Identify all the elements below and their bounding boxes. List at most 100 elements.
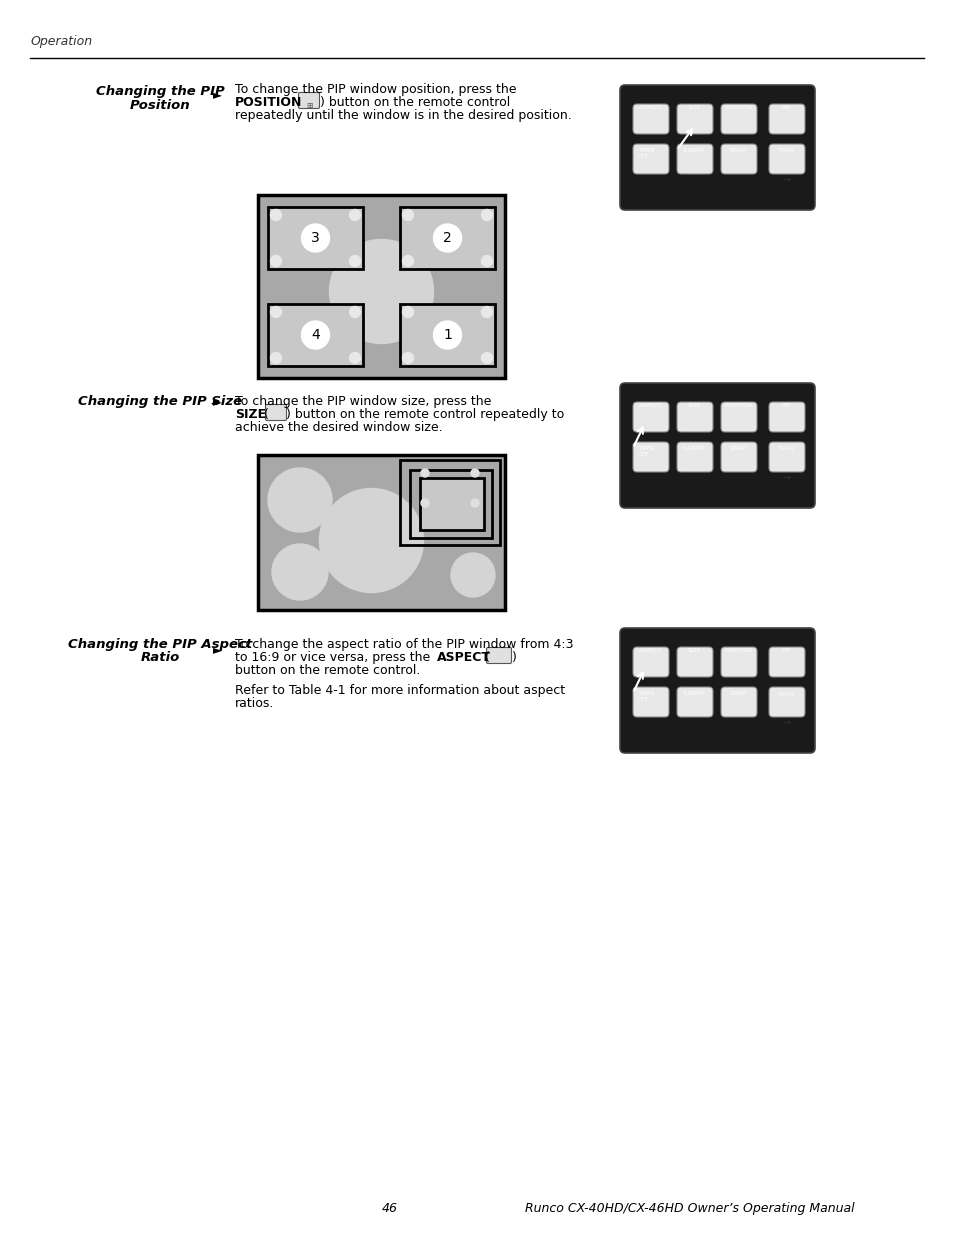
Text: POSITION: POSITION — [234, 96, 302, 109]
Text: Changing the PIP Aspect: Changing the PIP Aspect — [68, 638, 252, 651]
FancyBboxPatch shape — [633, 104, 668, 135]
Text: PIP: PIP — [781, 403, 790, 408]
Circle shape — [349, 306, 360, 317]
Circle shape — [271, 256, 281, 267]
FancyBboxPatch shape — [768, 104, 804, 135]
Text: button on the remote control.: button on the remote control. — [234, 664, 420, 677]
FancyBboxPatch shape — [633, 687, 668, 718]
Text: 46: 46 — [381, 1202, 397, 1215]
FancyBboxPatch shape — [619, 85, 814, 210]
Circle shape — [349, 352, 360, 363]
Text: ⊞: ⊞ — [306, 101, 312, 110]
Text: ASPECT: ASPECT — [436, 651, 491, 664]
FancyBboxPatch shape — [768, 647, 804, 677]
Circle shape — [402, 352, 413, 363]
FancyBboxPatch shape — [633, 442, 668, 472]
FancyBboxPatch shape — [768, 144, 804, 174]
Text: ratios.: ratios. — [234, 697, 274, 710]
Text: ►: ► — [213, 88, 222, 101]
Text: (: ( — [484, 651, 489, 664]
FancyBboxPatch shape — [720, 104, 757, 135]
Text: 2: 2 — [442, 231, 452, 245]
Circle shape — [268, 468, 332, 532]
Text: Refer to Table 4-1 for more information about aspect: Refer to Table 4-1 for more information … — [234, 684, 564, 697]
Circle shape — [433, 321, 461, 350]
Circle shape — [481, 210, 492, 221]
Bar — [419, 478, 483, 530]
Text: Position: Position — [130, 99, 190, 112]
FancyBboxPatch shape — [677, 403, 712, 432]
Text: to 16:9 or vice versa, press the: to 16:9 or vice versa, press the — [234, 651, 430, 664]
FancyBboxPatch shape — [633, 144, 668, 174]
FancyBboxPatch shape — [677, 442, 712, 472]
FancyBboxPatch shape — [486, 647, 511, 663]
Circle shape — [271, 306, 281, 317]
Circle shape — [349, 256, 360, 267]
Text: SIZE: SIZE — [687, 105, 700, 110]
Text: Runco CX-40HD/CX-46HD Owner’s Operating Manual: Runco CX-40HD/CX-46HD Owner’s Operating … — [525, 1202, 854, 1215]
Text: SIZE: SIZE — [687, 648, 700, 653]
Text: 4: 4 — [311, 329, 319, 342]
Text: ►: ► — [213, 643, 222, 656]
Text: →: → — [782, 473, 790, 483]
Text: Ratio: Ratio — [140, 651, 179, 664]
Text: POSITION: POSITION — [723, 105, 751, 110]
Circle shape — [402, 256, 413, 267]
Text: TIMER
OFF: TIMER OFF — [639, 148, 655, 159]
Text: repeatedly until the window is in the desired position.: repeatedly until the window is in the de… — [234, 109, 571, 122]
Text: S.SWAP: S.SWAP — [682, 446, 704, 451]
Text: PIP: PIP — [781, 105, 790, 110]
FancyBboxPatch shape — [720, 687, 757, 718]
Circle shape — [272, 543, 328, 600]
Text: PIP: PIP — [781, 648, 790, 653]
Bar — [268, 304, 363, 366]
Circle shape — [451, 553, 495, 597]
Text: SWAP: SWAP — [729, 692, 745, 697]
FancyBboxPatch shape — [633, 647, 668, 677]
FancyBboxPatch shape — [677, 647, 712, 677]
Text: →: → — [782, 175, 790, 185]
Text: Changing the PIP Size: Changing the PIP Size — [78, 395, 242, 408]
Text: ): ) — [512, 651, 517, 664]
FancyBboxPatch shape — [677, 144, 712, 174]
FancyBboxPatch shape — [768, 403, 804, 432]
Text: POSITION: POSITION — [723, 403, 751, 408]
Text: To change the aspect ratio of the PIP window from 4:3: To change the aspect ratio of the PIP wi… — [234, 638, 573, 651]
FancyBboxPatch shape — [298, 93, 319, 109]
Bar — [268, 207, 363, 269]
FancyBboxPatch shape — [768, 687, 804, 718]
FancyBboxPatch shape — [720, 403, 757, 432]
Bar — [257, 195, 504, 378]
Circle shape — [271, 210, 281, 221]
Text: TV/AV: TV/AV — [777, 446, 794, 451]
Circle shape — [481, 306, 492, 317]
Circle shape — [301, 321, 329, 350]
Text: 1: 1 — [442, 329, 452, 342]
FancyBboxPatch shape — [677, 687, 712, 718]
Text: 3: 3 — [311, 231, 319, 245]
Circle shape — [349, 210, 360, 221]
Text: SIZE: SIZE — [687, 403, 700, 408]
FancyBboxPatch shape — [265, 405, 286, 420]
Circle shape — [471, 499, 478, 508]
Text: To change the PIP window position, press the: To change the PIP window position, press… — [234, 83, 516, 96]
Circle shape — [402, 210, 413, 221]
FancyBboxPatch shape — [619, 383, 814, 508]
Text: S.SWAP: S.SWAP — [682, 692, 704, 697]
FancyBboxPatch shape — [677, 104, 712, 135]
Text: SWAP: SWAP — [729, 148, 745, 153]
Text: TV/AV: TV/AV — [777, 148, 794, 153]
Text: ASPECT: ASPECT — [638, 648, 660, 653]
Circle shape — [471, 469, 478, 477]
Text: →: → — [782, 718, 790, 727]
Bar — [257, 454, 504, 610]
Text: TV/AV: TV/AV — [777, 692, 794, 697]
Circle shape — [329, 240, 433, 343]
Circle shape — [481, 352, 492, 363]
Text: TIMER
OFF: TIMER OFF — [639, 692, 655, 701]
Circle shape — [433, 224, 461, 252]
Circle shape — [402, 306, 413, 317]
Text: (: ( — [264, 408, 269, 421]
Bar — [399, 459, 499, 545]
FancyBboxPatch shape — [720, 442, 757, 472]
